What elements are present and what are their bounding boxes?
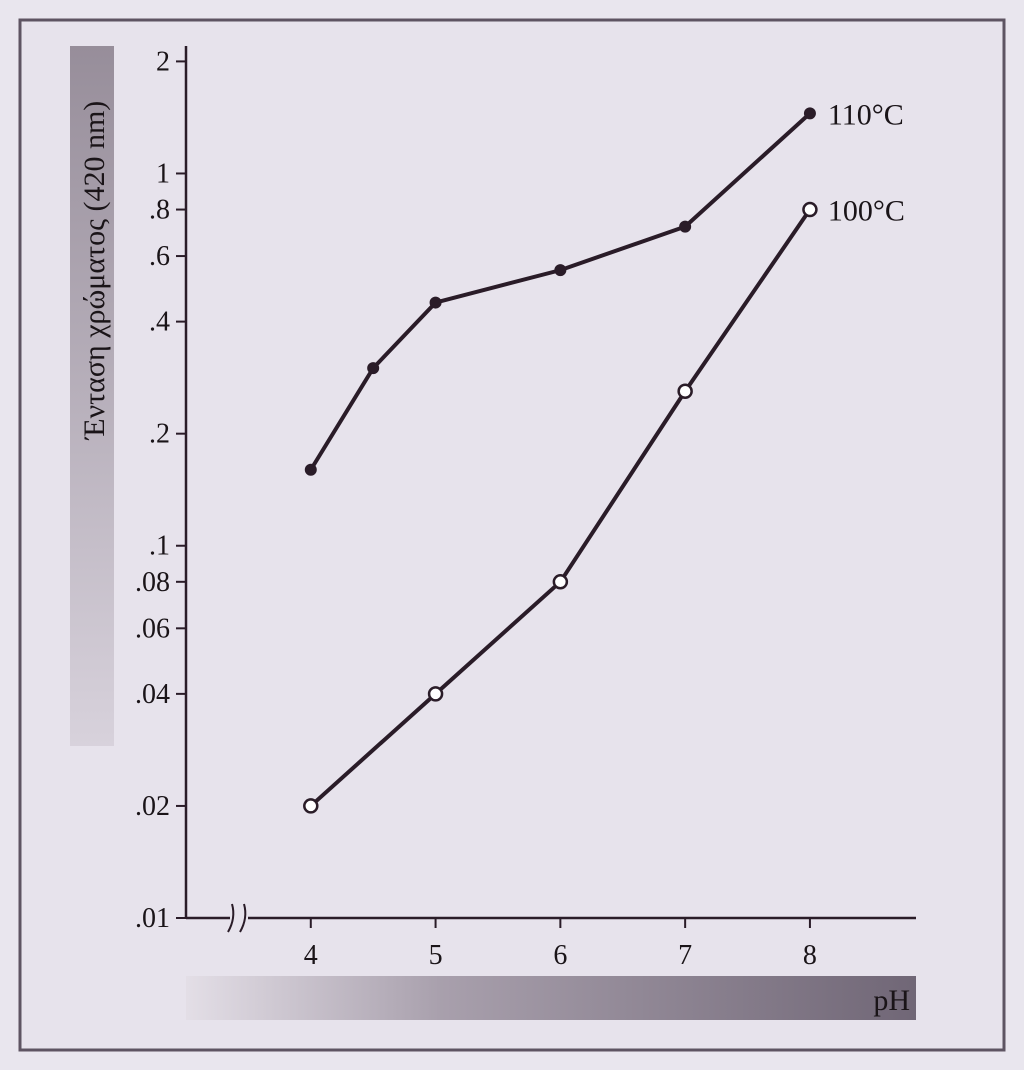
- data-point: [677, 383, 693, 400]
- axes-layer: [176, 46, 916, 933]
- y-tick-label: 2: [156, 46, 170, 77]
- series-label: 110°C: [828, 98, 904, 131]
- y-tick-label: .4: [149, 307, 170, 338]
- data-point: [679, 220, 692, 233]
- y-tick-label: .08: [135, 567, 170, 598]
- data-point: [429, 296, 442, 309]
- data-point: [802, 201, 818, 218]
- x-tick-label: 4: [304, 940, 318, 971]
- y-tick-label: .06: [135, 613, 170, 644]
- axis-break-mark: [239, 903, 247, 933]
- data-point: [367, 362, 380, 375]
- data-point: [303, 798, 319, 814]
- xlabel-band: [186, 976, 916, 1020]
- y-tick-label: .2: [149, 419, 170, 450]
- data-point: [552, 574, 569, 590]
- y-tick-label: .01: [135, 903, 170, 934]
- labels-layer: .01 .02 .04 .06 .08 .1 .2 .4 .6 .8 1 2 4 5 6 7 8 pH Ένταση…: [78, 46, 910, 1017]
- outer-frame: [18, 18, 1006, 1052]
- y-axis-title: Ένταση χρώματος (420 nm): [78, 101, 111, 442]
- y-tick-label: .6: [149, 241, 170, 272]
- x-tick-label: 5: [429, 940, 443, 971]
- y-tick-label: .04: [135, 679, 170, 710]
- series-label: 100°C: [828, 195, 905, 228]
- data-point: [304, 463, 317, 476]
- y-tick-label: 1: [156, 158, 170, 189]
- y-tick-label: .1: [149, 531, 170, 562]
- x-tick-label: 6: [553, 940, 567, 971]
- series-layer: [303, 107, 818, 814]
- y-tick-label: .8: [149, 195, 170, 226]
- data-point: [427, 686, 444, 702]
- data-point: [554, 264, 567, 277]
- series-line: [309, 111, 812, 471]
- axis-break-mark: [227, 903, 235, 933]
- y-tick-label: .02: [135, 791, 170, 822]
- x-axis-title: pH: [873, 984, 910, 1017]
- ylabel-band: [70, 46, 114, 746]
- x-tick-label: 8: [803, 940, 817, 971]
- data-point: [803, 107, 816, 120]
- x-tick-label: 7: [678, 940, 692, 971]
